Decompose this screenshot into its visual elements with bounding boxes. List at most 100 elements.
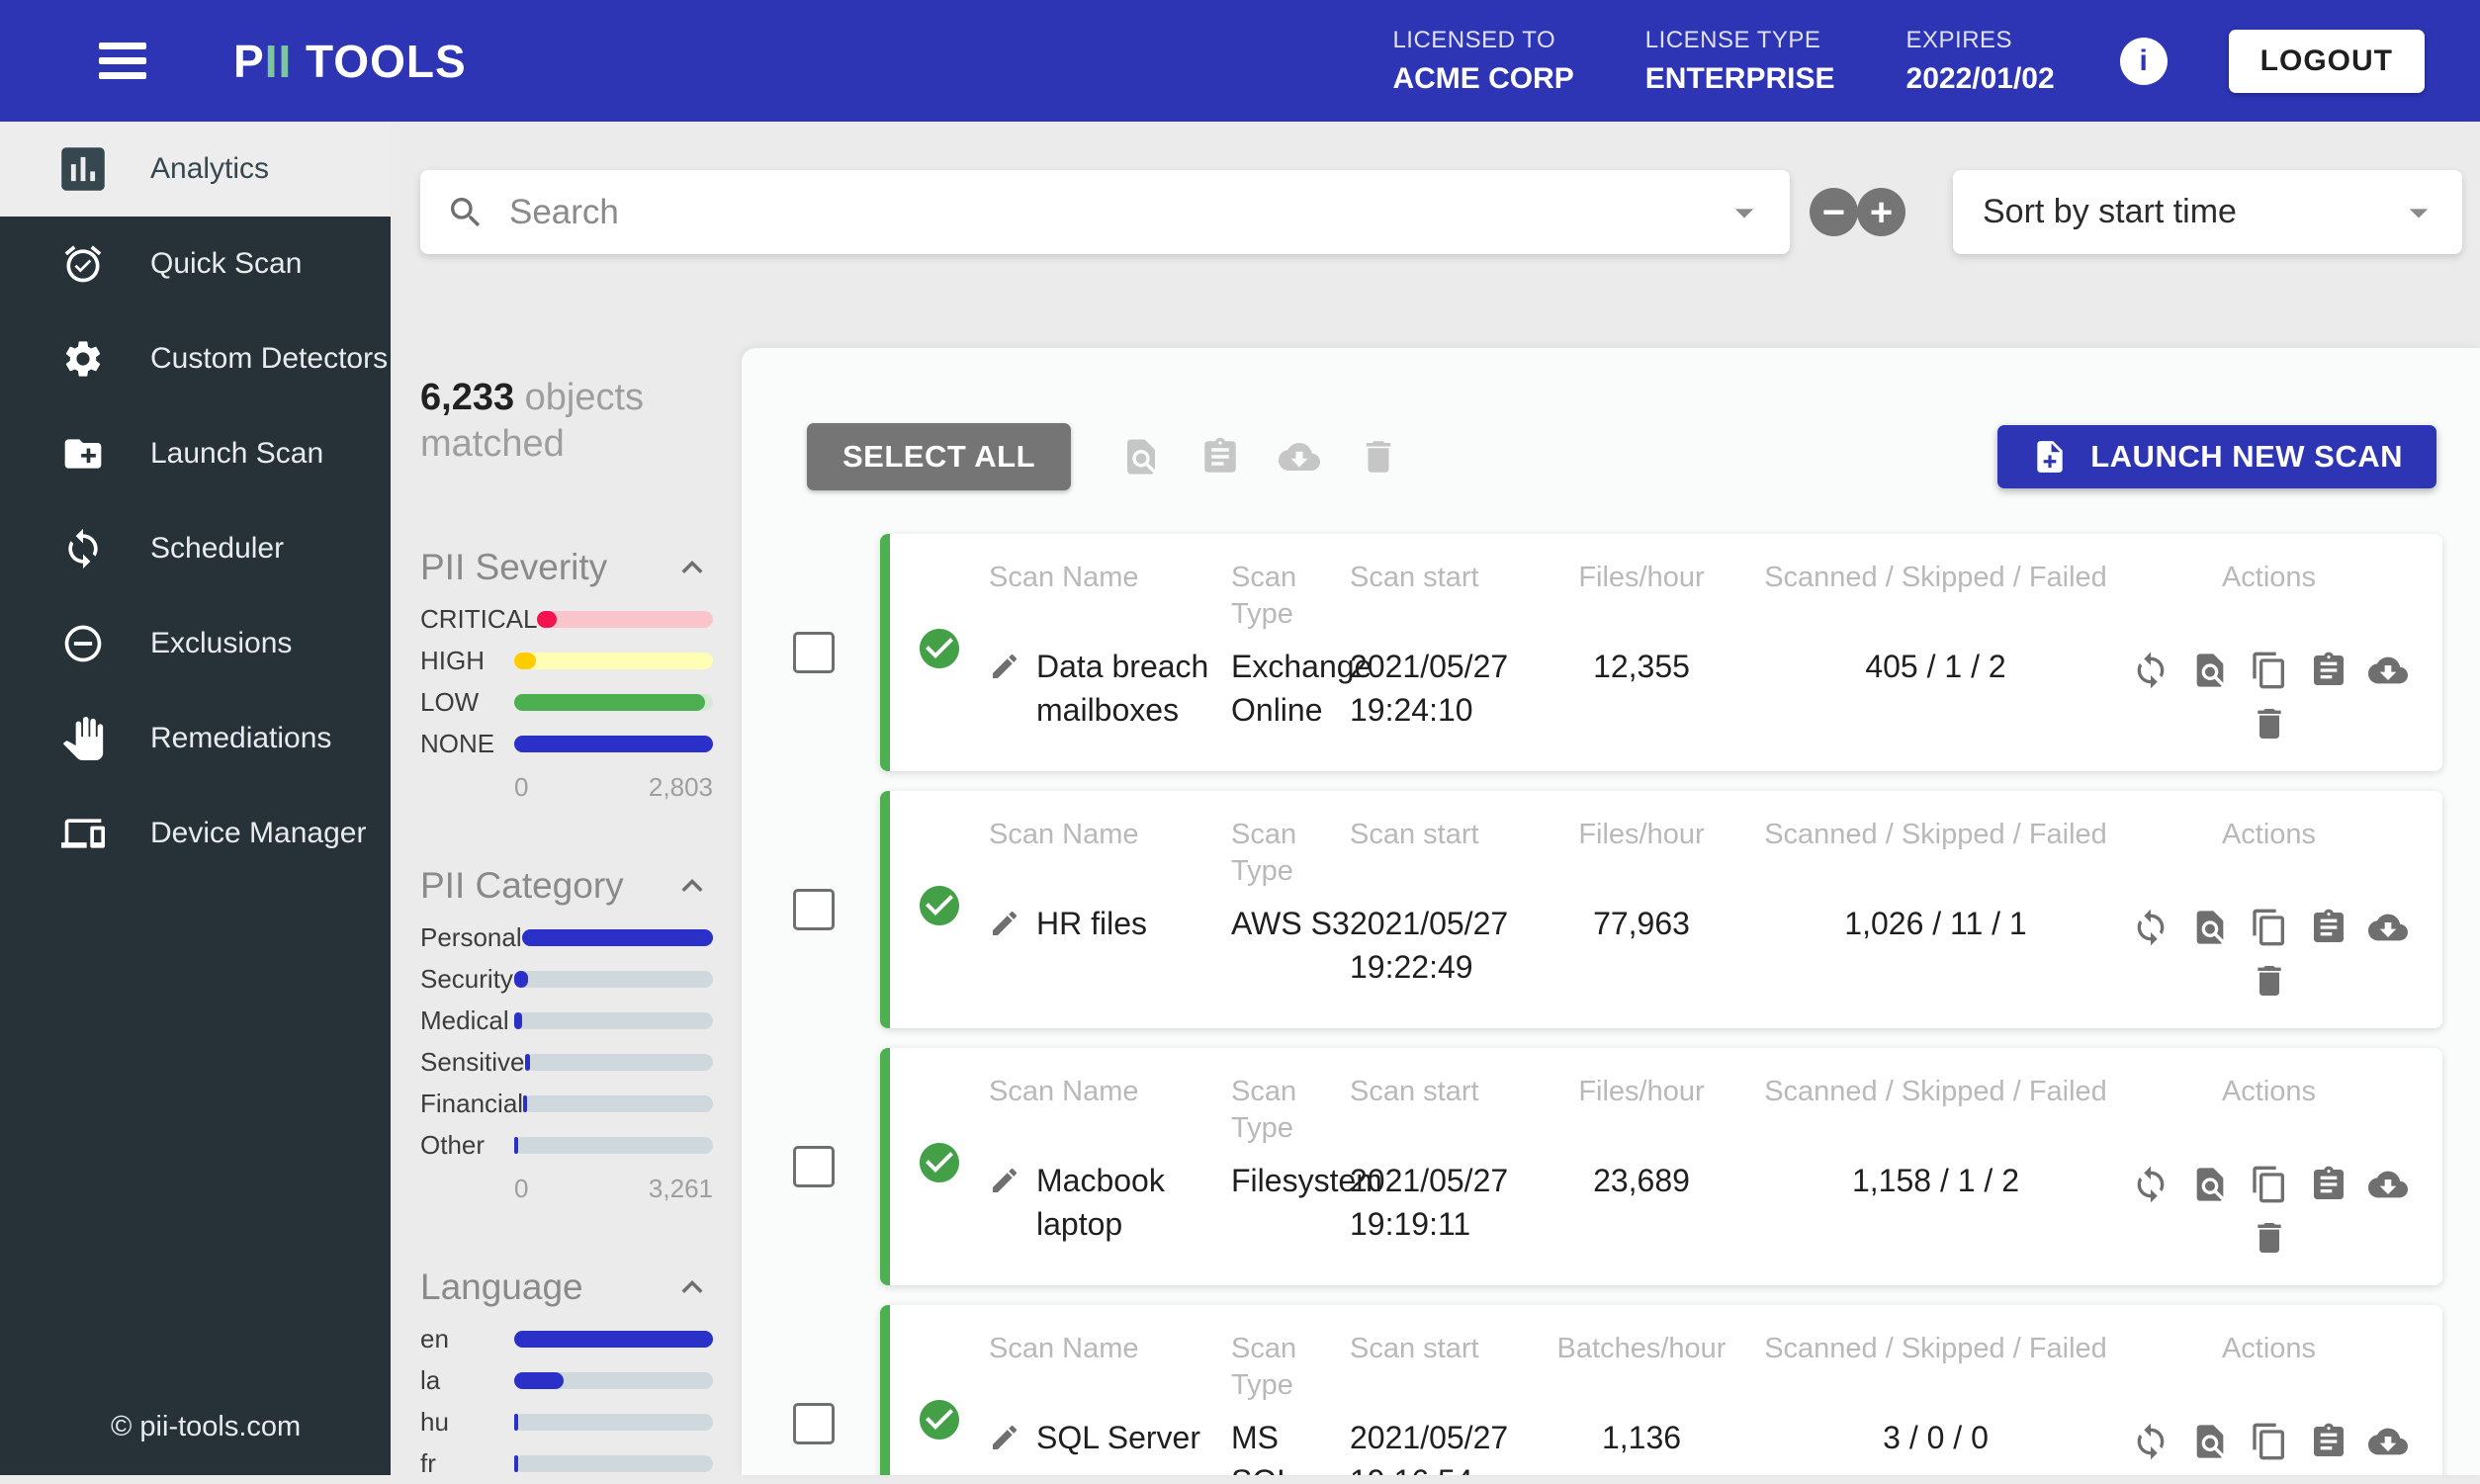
scan-card: Scan Name Scan Type Scan start Files/hou… xyxy=(880,791,2442,1028)
search-box[interactable] xyxy=(420,170,1790,254)
sidebar-item-remediations[interactable]: Remediations xyxy=(0,691,391,786)
preview-icon[interactable] xyxy=(2190,651,2230,690)
download-icon[interactable] xyxy=(2367,1422,2408,1461)
report-icon[interactable] xyxy=(2309,1422,2348,1461)
app-header: PII TOOLS LICENSED TO ACME CORP LICENSE … xyxy=(0,0,2480,122)
filter-bar-row: LOW xyxy=(420,681,713,723)
row-checkbox[interactable] xyxy=(793,1403,835,1444)
filter-bar-track[interactable] xyxy=(514,735,713,752)
check-circle-icon xyxy=(916,1396,963,1443)
chevron-up-icon[interactable] xyxy=(671,547,713,588)
license-type-block: LICENSE TYPE ENTERPRISE xyxy=(1645,27,1835,96)
preview-icon[interactable] xyxy=(1120,436,1162,478)
filter-section-header: Language xyxy=(420,1266,713,1308)
filter-bar-track[interactable] xyxy=(523,1094,713,1112)
report-icon[interactable] xyxy=(2309,908,2348,947)
expires-value: 2022/01/02 xyxy=(1905,61,2055,95)
filter-bars: en la hu fr xyxy=(420,1318,713,1484)
filter-bar-track[interactable] xyxy=(514,1136,713,1154)
matched-count: 6,233 objects matched xyxy=(420,375,713,468)
chevron-up-icon[interactable] xyxy=(671,865,713,907)
filter-bar-track[interactable] xyxy=(537,610,713,628)
download-icon[interactable] xyxy=(2367,1165,2408,1204)
sidebar-item-analytics[interactable]: Analytics xyxy=(0,122,391,217)
filter-bar-label: Security xyxy=(420,963,513,994)
pencil-icon[interactable] xyxy=(989,1422,1020,1453)
preview-icon[interactable] xyxy=(2190,1165,2230,1204)
sync-icon xyxy=(51,527,115,570)
row-checkbox-cell xyxy=(793,791,880,1028)
delete-icon[interactable] xyxy=(2250,1218,2289,1258)
sidebar-item-scheduler[interactable]: Scheduler xyxy=(0,501,391,596)
sidebar-item-quick-scan[interactable]: Quick Scan xyxy=(0,217,391,311)
filter-bar-row: Financial xyxy=(420,1083,713,1124)
report-icon[interactable] xyxy=(2309,1165,2348,1204)
menu-icon[interactable] xyxy=(99,35,146,87)
launch-new-scan-button[interactable]: LAUNCH NEW SCAN xyxy=(1997,425,2436,488)
chevron-up-icon[interactable] xyxy=(671,1266,713,1308)
filter-bar-track[interactable] xyxy=(514,693,713,711)
select-all-button[interactable]: SELECT ALL xyxy=(807,423,1072,490)
filter-bar-track[interactable] xyxy=(514,1011,713,1029)
scan-card: Scan Name Scan Type Scan start Batches/h… xyxy=(880,1305,2442,1475)
rescan-icon[interactable] xyxy=(2131,908,2170,947)
pencil-icon[interactable] xyxy=(989,1165,1020,1196)
sidebar-item-launch-scan[interactable]: Launch Scan xyxy=(0,406,391,501)
report-icon[interactable] xyxy=(1199,436,1241,478)
download-icon[interactable] xyxy=(2367,908,2408,947)
sort-dropdown[interactable]: Sort by start time xyxy=(1953,170,2462,254)
sidebar-item-exclusions[interactable]: Exclusions xyxy=(0,596,391,691)
preview-icon[interactable] xyxy=(2190,1422,2230,1461)
pencil-icon[interactable] xyxy=(989,651,1020,682)
filter-bar-track[interactable] xyxy=(514,1454,713,1472)
filter-bar-label: NONE xyxy=(420,728,495,758)
filter-bar-row: hu xyxy=(420,1401,713,1442)
col-header-rate: Files/hour xyxy=(1578,562,1705,593)
duplicate-icon[interactable] xyxy=(2250,1165,2289,1204)
filter-bar-track[interactable] xyxy=(514,652,713,669)
filter-bar-row: Medical xyxy=(420,1000,713,1041)
download-icon[interactable] xyxy=(1279,436,1321,478)
filter-bar-track[interactable] xyxy=(524,1053,713,1071)
filter-bar-row: Other xyxy=(420,1124,713,1166)
download-icon[interactable] xyxy=(2367,651,2408,690)
sidebar-item-label: Analytics xyxy=(150,152,270,185)
filter-bar-label: Other xyxy=(420,1129,486,1160)
search-input[interactable] xyxy=(507,191,1723,233)
delete-icon[interactable] xyxy=(2250,704,2289,743)
logout-button[interactable]: LOGOUT xyxy=(2228,29,2425,93)
preview-icon[interactable] xyxy=(2190,908,2230,947)
scan-name-cell: HR files xyxy=(989,902,1231,1012)
scan-row: Scan Name Scan Type Scan start Batches/h… xyxy=(793,1305,2442,1475)
duplicate-icon[interactable] xyxy=(2250,1422,2289,1461)
info-icon[interactable]: i xyxy=(2119,37,2168,85)
collapse-all-button[interactable]: − xyxy=(1810,188,1858,236)
search-dropdown-chevron-icon[interactable] xyxy=(1723,191,1766,234)
filter-bar-track[interactable] xyxy=(514,1413,713,1431)
filter-bar-track[interactable] xyxy=(521,928,713,946)
filter-bar-track[interactable] xyxy=(514,970,713,988)
filter-bar-track[interactable] xyxy=(514,1371,713,1389)
row-checkbox[interactable] xyxy=(793,889,835,930)
sidebar-item-device-manager[interactable]: Device Manager xyxy=(0,786,391,881)
rescan-icon[interactable] xyxy=(2131,651,2170,690)
delete-icon[interactable] xyxy=(1358,436,1399,478)
duplicate-icon[interactable] xyxy=(2250,651,2289,690)
sidebar-item-custom-detectors[interactable]: Custom Detectors xyxy=(0,311,391,406)
filter-bar-row: Personal xyxy=(420,917,713,958)
scan-rows: Scan Name Scan Type Scan start Files/hou… xyxy=(742,534,2480,1475)
report-icon[interactable] xyxy=(2309,651,2348,690)
delete-icon[interactable] xyxy=(2250,961,2289,1001)
row-checkbox[interactable] xyxy=(793,632,835,673)
matched-count-value: 6,233 xyxy=(420,377,515,418)
duplicate-icon[interactable] xyxy=(2250,908,2289,947)
pencil-icon[interactable] xyxy=(989,908,1020,939)
col-header-scan-name: Scan Name xyxy=(989,1333,1139,1364)
filter-bar-label: la xyxy=(420,1364,441,1395)
rescan-icon[interactable] xyxy=(2131,1422,2170,1461)
filter-bar-track[interactable] xyxy=(514,1330,713,1348)
row-checkbox[interactable] xyxy=(793,1146,835,1187)
filter-section: PII Severity CRITICAL HIGH LOW NONE 0 2,… xyxy=(420,547,713,804)
rescan-icon[interactable] xyxy=(2131,1165,2170,1204)
expand-all-button[interactable]: + xyxy=(1857,188,1905,236)
